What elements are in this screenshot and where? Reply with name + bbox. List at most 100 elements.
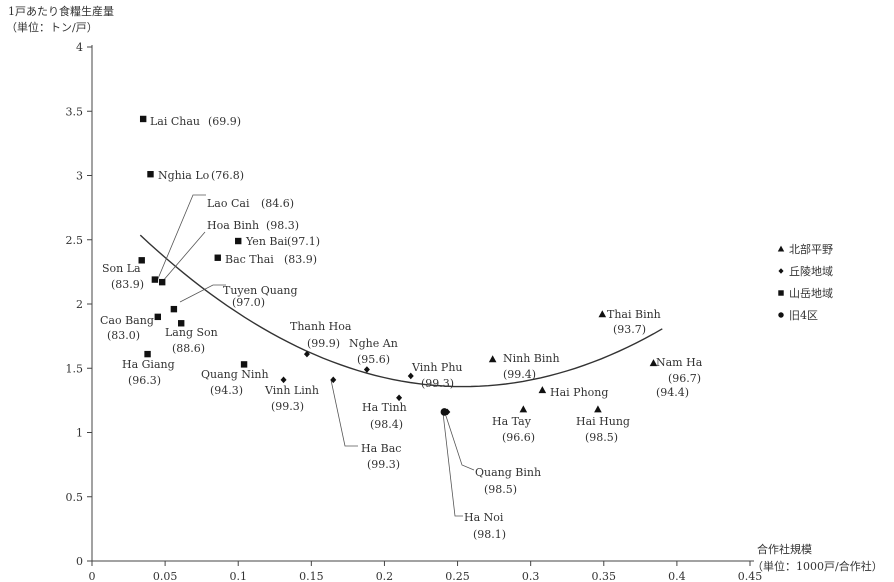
leader-line — [442, 412, 463, 517]
point-value-label: (97.1) — [287, 235, 320, 248]
point-value-label: (69.9) — [208, 115, 241, 128]
y-tick-label: 1 — [76, 427, 83, 440]
square-marker — [154, 313, 161, 321]
point-value-label: (98.3) — [266, 219, 299, 232]
square-marker — [138, 257, 145, 264]
legend-label: 丘陵地域 — [789, 265, 833, 278]
trendline — [139, 234, 663, 388]
diamond-marker — [280, 376, 287, 384]
point-value-label: (83.9) — [284, 253, 317, 266]
point-name-label: Lao Cai — [207, 197, 250, 210]
point-value-label: (99.4) — [503, 368, 536, 381]
point-value-label: (98.1) — [473, 528, 506, 541]
point-name-label: Ha Noi — [464, 511, 504, 524]
circle-marker — [440, 408, 449, 416]
point-value-label: (99.9) — [307, 337, 340, 350]
point-name-label: Lang Son — [165, 326, 218, 339]
point-name-label: Ha Tinh — [362, 401, 407, 414]
point-name-label: Ha Giang — [122, 358, 175, 371]
x-tick-label: 0.05 — [153, 570, 178, 582]
point-value-label: (98.5) — [585, 431, 618, 444]
point-name-label: Thanh Hoa — [290, 320, 352, 333]
point-name-label: Vinh Phu — [411, 361, 463, 374]
square-marker — [177, 320, 185, 327]
diamond-marker — [303, 350, 310, 358]
point-value-label: (95.6) — [357, 353, 390, 366]
y-tick-label: 3.5 — [66, 105, 84, 118]
point-value-label: (83.0) — [107, 329, 140, 342]
point-name-label: Tuyen Quang — [223, 284, 298, 297]
triangle-marker — [538, 386, 547, 394]
square-marker — [235, 237, 242, 245]
square-marker — [144, 350, 151, 358]
point-name-label: Lai Chau — [150, 115, 200, 128]
point-name-label: Son La — [102, 262, 141, 275]
x-axis-unit: （単位：1000戸/合作社） — [752, 559, 883, 573]
point-name-label: Nam Ha — [656, 356, 703, 369]
point-name-label: Ha Tay — [492, 415, 532, 428]
legend-label: 山岳地域 — [789, 287, 833, 300]
diamond-marker — [363, 366, 370, 373]
point-name-label: Hai Phong — [550, 386, 608, 399]
square-marker — [214, 254, 221, 261]
point-value-label: (76.8) — [211, 169, 244, 182]
leader-line — [156, 194, 206, 282]
point-name-label: Bac Thai — [225, 253, 274, 266]
point-name-label: Nghia Lo — [158, 169, 210, 182]
point-value-label: (88.6) — [172, 342, 205, 355]
x-tick-label: 0.2 — [376, 570, 394, 582]
x-tick-label: 0.1 — [229, 570, 247, 582]
point-name-label: Ha Bac — [361, 442, 401, 455]
point-value-label: (96.3) — [128, 374, 161, 387]
diamond-marker — [330, 376, 337, 384]
x-tick-label: 0 — [89, 570, 96, 582]
square-marker — [139, 115, 147, 123]
point-name-label: Ninh Binh — [503, 352, 560, 365]
diamond-marker — [407, 372, 414, 380]
point-value-label: (97.0) — [232, 296, 265, 309]
point-name-label: Vinh Linh — [264, 384, 319, 397]
legend-circle-marker — [778, 312, 784, 318]
y-tick-label: 3 — [76, 170, 83, 183]
leader-line — [161, 231, 206, 283]
legend-triangle-marker — [777, 245, 785, 252]
x-tick-label: 0.4 — [668, 570, 686, 582]
square-marker — [151, 276, 159, 283]
point-value-label: (99.3) — [421, 377, 454, 390]
point-value-label: (96.7) — [668, 372, 701, 385]
square-marker — [240, 361, 248, 368]
legend-label: 旧4区 — [789, 309, 818, 322]
y-tick-label: 0 — [76, 555, 83, 568]
axes: 0 0.5 1 1.5 2 2.5 3 3.5 4 0 0.05 0.1 0.15 0.2 0.25 0.3 0… — [6, 4, 883, 582]
triangle-marker — [649, 359, 658, 367]
leader-line — [330, 379, 358, 447]
point-name-label: Hoa Binh — [207, 219, 259, 232]
point-value-label: (84.6) — [261, 197, 294, 210]
point-name-label: Quang Ninh — [201, 368, 269, 381]
y-tick-label: 2 — [76, 298, 83, 311]
y-tick-label: 0.5 — [66, 491, 84, 504]
x-axis-title: 合作社規模 — [757, 542, 812, 556]
point-name-label: Thai Binh — [607, 308, 661, 321]
x-tick-label: 0.35 — [592, 570, 617, 582]
square-marker — [170, 305, 178, 313]
diamond-marker — [396, 394, 403, 402]
point-value-label: (93.7) — [613, 323, 646, 336]
legend-label: 北部平野 — [789, 242, 833, 256]
x-tick-label: 0.3 — [522, 570, 540, 582]
triangle-marker — [598, 310, 607, 318]
leader-line — [179, 284, 226, 303]
leader-lines — [156, 194, 475, 517]
x-tick-label: 0.25 — [445, 570, 470, 582]
y-tick-label: 1.5 — [66, 362, 84, 375]
point-value-label: (99.3) — [271, 400, 304, 413]
triangle-marker — [519, 405, 528, 413]
point-name-label: Nghe An — [349, 337, 398, 350]
point-name-label: Yen Bai — [245, 235, 288, 248]
point-name-label: Hai Hung — [576, 415, 630, 428]
y-axis-title: 1戸あたり食糧生産量 — [8, 4, 114, 18]
y-tick-label: 2.5 — [66, 234, 84, 247]
point-name-label: Quang Binh — [475, 466, 541, 479]
